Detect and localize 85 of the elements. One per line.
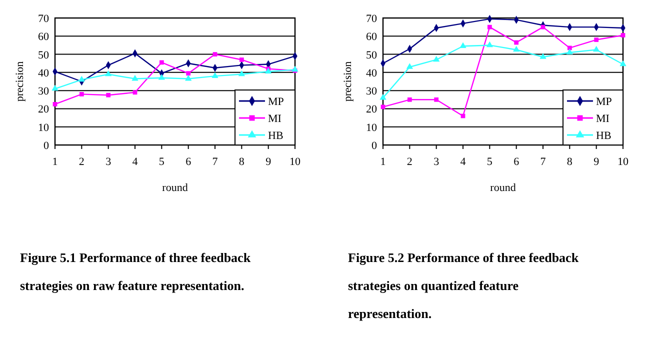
point: [514, 40, 519, 45]
text: Figure 5.1 Performance of three feedback strategies on raw feature representation.: [20, 250, 252, 293]
x-tick-label: 4: [460, 156, 466, 168]
y-tick-label: 10: [38, 122, 50, 134]
point: [212, 72, 218, 78]
point: [132, 74, 138, 81]
point: [106, 92, 111, 98]
point: [433, 56, 440, 62]
x-tick-label: 4: [132, 156, 138, 168]
y-tick-label: 50: [366, 49, 378, 62]
x-tick-label: 3: [106, 156, 112, 168]
y-axis-title: precision: [342, 60, 354, 102]
y-tick-label: 30: [366, 86, 378, 98]
x-axis-title: round: [490, 182, 516, 194]
x-tick-label: 7: [212, 156, 218, 168]
point: [487, 24, 492, 30]
point: [212, 52, 218, 56]
legend-label: HB: [268, 130, 284, 142]
point: [265, 68, 272, 74]
x-tick-label: 8: [238, 156, 245, 168]
point: [406, 63, 413, 69]
point: [158, 74, 165, 80]
point: [186, 71, 191, 76]
x-tick-label: 9: [266, 156, 272, 168]
point: [407, 97, 412, 102]
point: [380, 104, 386, 110]
y-tick-label: 20: [38, 104, 50, 116]
x-tick-label: 10: [290, 156, 301, 168]
x-tick-label: 9: [594, 156, 600, 168]
legend-label: MP: [596, 96, 612, 108]
point: [434, 97, 439, 102]
y-tick-label: 0: [372, 140, 378, 152]
y-tick-label: 40: [38, 67, 50, 80]
point: [567, 46, 572, 50]
y-tick-label: 70: [38, 13, 50, 25]
point: [593, 46, 600, 52]
point: [292, 66, 298, 72]
y-tick-label: 10: [366, 122, 378, 134]
x-tick-label: 8: [566, 156, 573, 168]
x-axis-title: round: [162, 182, 188, 194]
y-tick-label: 60: [366, 31, 378, 44]
point: [486, 41, 493, 48]
point: [460, 42, 466, 48]
y-tick-label: 30: [38, 86, 50, 98]
y-tick-label: 50: [38, 49, 50, 62]
x-tick-label: 7: [540, 156, 546, 168]
point: [380, 94, 386, 100]
x-tick-label: 1: [380, 156, 386, 168]
x-tick-label: 5: [158, 156, 165, 168]
legend-label: MI: [596, 113, 610, 125]
legend-label: MP: [268, 96, 284, 108]
point: [159, 60, 164, 65]
point: [52, 102, 58, 106]
x-tick-label: 10: [618, 156, 629, 168]
y-tick-label: 70: [366, 13, 378, 25]
y-tick-label: 20: [366, 104, 378, 116]
y-tick-label: 40: [366, 67, 378, 80]
y-axis-title: precision: [14, 60, 26, 102]
point: [540, 24, 546, 30]
x-tick-label: 3: [434, 156, 440, 168]
point: [594, 38, 599, 42]
x-tick-label: 6: [186, 156, 192, 168]
text: Figure 5.2 Performance of three feedback strategies on quantized feature representation.: [348, 250, 580, 321]
point: [540, 53, 546, 59]
point: [105, 70, 112, 76]
point: [78, 76, 85, 82]
point: [566, 48, 573, 54]
point: [52, 84, 58, 91]
point: [239, 58, 244, 62]
x-tick-label: 2: [406, 156, 412, 168]
legend-label: MI: [268, 113, 282, 125]
point: [185, 74, 192, 81]
x-tick-label: 1: [52, 156, 58, 168]
point: [79, 92, 84, 96]
legend-label: HB: [596, 130, 612, 142]
point: [513, 46, 520, 52]
y-tick-label: 0: [44, 140, 50, 152]
x-tick-label: 6: [514, 156, 520, 168]
point: [620, 60, 626, 66]
y-tick-label: 60: [38, 31, 50, 44]
point: [620, 33, 626, 38]
point: [238, 70, 245, 76]
point: [132, 90, 138, 95]
x-tick-label: 5: [486, 156, 493, 168]
x-tick-label: 2: [78, 156, 84, 168]
